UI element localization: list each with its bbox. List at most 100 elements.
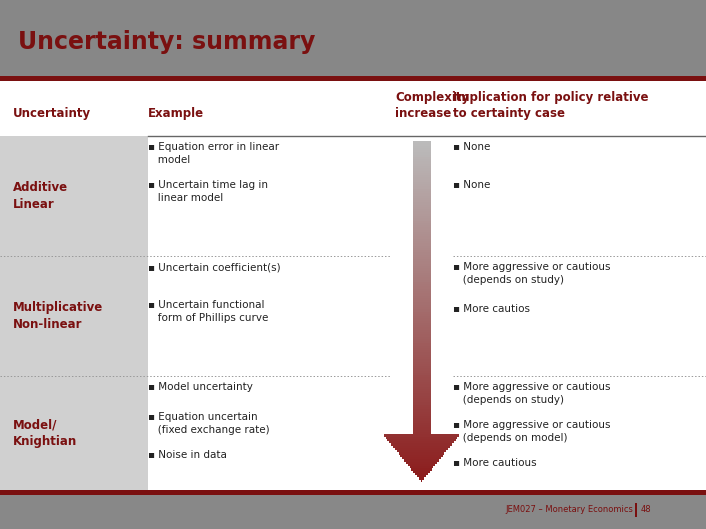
Bar xyxy=(412,203,431,205)
Bar xyxy=(409,466,433,468)
Bar xyxy=(412,384,431,387)
Bar xyxy=(412,257,431,259)
Bar xyxy=(397,450,446,452)
Bar xyxy=(412,318,431,321)
Bar xyxy=(412,232,431,234)
Bar xyxy=(412,309,431,312)
Bar xyxy=(415,473,428,475)
Bar xyxy=(412,259,431,261)
Bar xyxy=(412,427,431,430)
Text: ▪ More cautios: ▪ More cautios xyxy=(453,304,530,314)
Bar xyxy=(412,291,431,293)
Bar xyxy=(412,184,431,186)
Bar xyxy=(412,391,431,394)
Text: ▪ Noise in data: ▪ Noise in data xyxy=(148,450,227,460)
Bar xyxy=(412,418,431,421)
Bar xyxy=(407,464,436,466)
Bar xyxy=(412,191,431,193)
Bar xyxy=(412,227,431,230)
Bar xyxy=(412,289,431,291)
Bar xyxy=(413,471,430,473)
Bar xyxy=(412,173,431,175)
Bar xyxy=(412,221,431,223)
Bar xyxy=(412,200,431,203)
Bar xyxy=(412,248,431,250)
Bar xyxy=(412,373,431,375)
Bar xyxy=(389,441,454,443)
Bar xyxy=(0,490,706,529)
Bar xyxy=(0,81,706,490)
Bar xyxy=(412,332,431,334)
Text: ▪ Uncertain functional
   form of Phillips curve: ▪ Uncertain functional form of Phillips … xyxy=(148,300,268,323)
Text: Uncertainty: summary: Uncertainty: summary xyxy=(18,31,316,54)
Bar xyxy=(412,293,431,296)
Bar xyxy=(412,170,431,173)
Bar xyxy=(412,354,431,357)
Bar xyxy=(412,416,431,418)
Bar xyxy=(412,164,431,166)
Bar xyxy=(412,270,431,273)
Bar xyxy=(412,343,431,345)
Bar xyxy=(412,152,431,154)
Bar xyxy=(412,414,431,416)
Bar xyxy=(412,268,431,270)
Text: JEM027 – Monetary Economics: JEM027 – Monetary Economics xyxy=(505,505,633,514)
Bar xyxy=(412,321,431,323)
Text: Example: Example xyxy=(148,107,204,120)
Bar xyxy=(412,323,431,325)
Text: Uncertainty: Uncertainty xyxy=(13,107,91,120)
Bar xyxy=(412,189,431,191)
Bar xyxy=(0,76,706,81)
Bar xyxy=(412,159,431,161)
Text: ▪ Uncertain time lag in
   linear model: ▪ Uncertain time lag in linear model xyxy=(148,180,268,203)
Text: ▪ More cautious: ▪ More cautious xyxy=(453,458,537,468)
Bar xyxy=(412,345,431,348)
Bar xyxy=(412,168,431,170)
Bar xyxy=(412,236,431,239)
Bar xyxy=(412,196,431,198)
Bar xyxy=(412,339,431,341)
Bar xyxy=(412,303,431,305)
Bar xyxy=(412,282,431,284)
Bar xyxy=(412,287,431,289)
Bar xyxy=(412,223,431,225)
Bar xyxy=(412,209,431,212)
Bar xyxy=(412,314,431,316)
Bar xyxy=(412,430,431,432)
Bar xyxy=(412,143,431,145)
Bar xyxy=(0,136,148,256)
Bar xyxy=(388,439,455,441)
Bar xyxy=(412,277,431,280)
Bar xyxy=(412,425,431,427)
Bar xyxy=(412,371,431,373)
Bar xyxy=(393,445,450,448)
Bar xyxy=(412,412,431,414)
Bar xyxy=(412,225,431,227)
Bar xyxy=(412,394,431,396)
Bar xyxy=(412,182,431,184)
Bar xyxy=(412,375,431,377)
Bar xyxy=(412,264,431,266)
Bar xyxy=(402,457,441,459)
Bar xyxy=(395,448,448,450)
Bar xyxy=(412,254,431,257)
Text: Multiplicative
Non-linear: Multiplicative Non-linear xyxy=(13,301,103,331)
Bar xyxy=(412,336,431,339)
Bar xyxy=(0,490,706,495)
Bar xyxy=(412,161,431,164)
Bar xyxy=(412,198,431,200)
Bar xyxy=(412,239,431,241)
Bar xyxy=(412,252,431,254)
Bar xyxy=(0,376,148,490)
Text: ▪ More aggressive or cautious
   (depends on study): ▪ More aggressive or cautious (depends o… xyxy=(453,382,611,405)
Bar xyxy=(421,480,422,482)
Bar xyxy=(398,452,445,455)
Bar xyxy=(412,154,431,157)
Bar xyxy=(412,330,431,332)
Bar xyxy=(412,186,431,189)
Bar xyxy=(412,266,431,268)
Bar xyxy=(412,389,431,391)
Bar xyxy=(412,145,431,148)
Bar xyxy=(412,327,431,330)
Bar xyxy=(412,382,431,384)
